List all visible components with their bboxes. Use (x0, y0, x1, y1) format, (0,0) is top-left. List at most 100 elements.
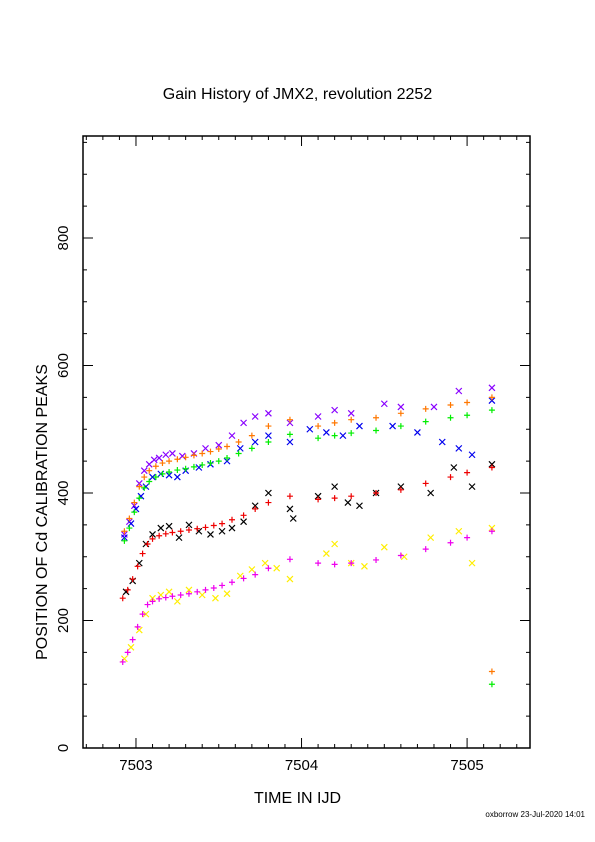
data-point (438, 438, 446, 446)
data-point (427, 489, 435, 497)
data-point (229, 579, 235, 586)
data-point (380, 400, 388, 408)
data-point (224, 443, 231, 450)
data-point (464, 469, 471, 476)
data-point (124, 649, 131, 656)
data-point (156, 595, 163, 602)
data-point (219, 582, 226, 589)
data-point (264, 489, 272, 497)
data-point (314, 492, 322, 500)
data-point (315, 423, 322, 430)
data-point (212, 594, 219, 602)
data-point (228, 524, 236, 532)
data-point (224, 454, 231, 461)
data-point (468, 451, 476, 459)
data-point (356, 422, 363, 430)
data-point (464, 534, 471, 541)
data-point (373, 490, 380, 496)
data-point (488, 460, 496, 468)
data-point (331, 495, 338, 502)
data-point (202, 524, 209, 531)
data-point (159, 460, 166, 467)
data-point (488, 464, 495, 471)
y-tick-label: 400 (55, 480, 72, 505)
data-point (134, 563, 141, 570)
data-point (136, 483, 143, 490)
data-point (165, 588, 173, 596)
data-point (202, 444, 209, 452)
data-point (162, 530, 169, 537)
data-point (488, 528, 495, 535)
data-point (199, 461, 206, 468)
data-point (286, 416, 293, 423)
data-point (141, 484, 148, 491)
data-point (306, 425, 314, 433)
data-point (488, 384, 496, 392)
data-point (121, 528, 128, 535)
data-point (190, 452, 197, 459)
data-points (119, 384, 496, 688)
data-point (166, 458, 173, 465)
data-point (185, 526, 192, 533)
data-point (430, 403, 438, 411)
data-point (229, 516, 235, 523)
data-point (252, 571, 259, 578)
data-point (264, 432, 272, 440)
data-point (236, 444, 244, 452)
data-point (146, 467, 153, 474)
x-tick-label: 7504 (285, 757, 318, 774)
data-point (174, 456, 181, 463)
data-point (348, 430, 355, 437)
data-point (144, 541, 151, 547)
data-point (207, 460, 214, 467)
data-point (240, 419, 248, 427)
data-point (149, 535, 156, 542)
data-point (356, 502, 363, 510)
data-point (173, 597, 181, 605)
data-point (447, 414, 454, 421)
y-tick-label: 800 (55, 225, 72, 250)
data-point (361, 562, 368, 570)
data-point (162, 451, 170, 459)
data-point (331, 540, 339, 548)
data-point (331, 483, 339, 491)
data-point (240, 512, 247, 519)
data-point (331, 406, 339, 414)
data-point (218, 527, 226, 535)
data-point (248, 445, 255, 452)
axis-ticks: 7503 7504 7505 0 200 400 600 800 (55, 136, 530, 774)
data-point (149, 473, 156, 481)
data-point (344, 499, 352, 506)
data-point (373, 427, 380, 434)
data-point (286, 431, 293, 438)
data-point (141, 474, 148, 481)
data-point (397, 483, 405, 491)
data-point (215, 446, 222, 453)
data-point (315, 496, 322, 503)
data-point (488, 394, 495, 401)
data-point (135, 480, 143, 487)
data-point (265, 499, 272, 506)
data-point (273, 564, 281, 572)
data-point (464, 399, 471, 406)
data-point (162, 594, 169, 601)
data-point (348, 493, 355, 500)
data-point (235, 450, 242, 457)
data-point (182, 465, 189, 472)
data-point (215, 441, 223, 449)
data-point (177, 592, 184, 598)
data-point (373, 414, 380, 421)
data-point (182, 454, 189, 461)
x-tick-label: 7505 (450, 757, 483, 774)
data-point (194, 588, 201, 595)
data-point (228, 432, 236, 440)
data-point (139, 611, 146, 618)
data-point (168, 450, 176, 457)
data-point (142, 610, 150, 618)
data-point (413, 429, 421, 436)
data-point (146, 478, 153, 485)
data-point (455, 444, 463, 452)
data-point (347, 409, 355, 417)
data-point (223, 590, 231, 598)
